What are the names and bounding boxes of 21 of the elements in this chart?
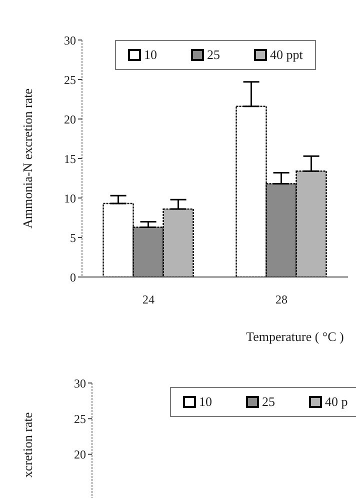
legend-label: 40 p (325, 394, 348, 410)
y-tick-label: 25 (64, 72, 76, 87)
legend-label: 25 (262, 394, 275, 410)
y-axis-title: xcretion rate (20, 412, 35, 478)
x-axis-title: Temperature ( °C ) (246, 329, 344, 344)
y-tick-label: 30 (64, 33, 76, 48)
y-tick-label: 5 (70, 230, 76, 245)
legend-label: 10 (144, 47, 157, 63)
y-tick-label: 15 (64, 152, 76, 166)
y-tick-label: 20 (74, 448, 86, 462)
y-tick-label: 0 (70, 270, 76, 284)
y-axis-title: Ammonia-N excretion rate (20, 88, 35, 229)
y-tick-label: 20 (64, 112, 76, 126)
legend-label: 40 ppt (270, 47, 303, 63)
y-tick-label: 30 (74, 376, 86, 390)
y-tick-label: 25 (74, 412, 86, 426)
legend-label: 10 (199, 394, 212, 410)
legend-label: 25 (207, 47, 220, 63)
x-tick-label: 28 (276, 292, 288, 307)
x-tick-label: 24 (142, 292, 154, 307)
y-tick-label: 10 (64, 191, 76, 206)
